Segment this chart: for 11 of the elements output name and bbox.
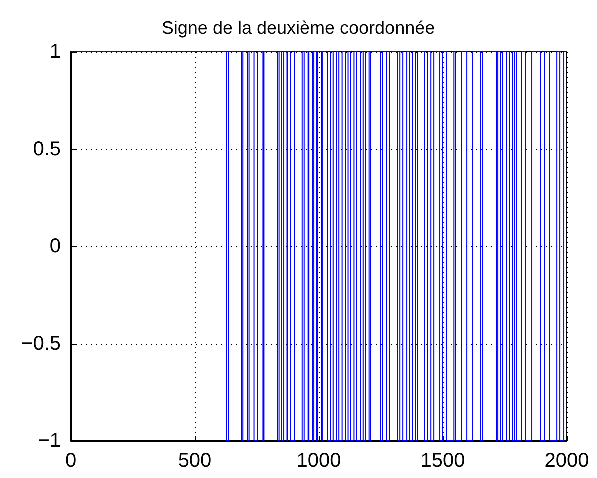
x-tick-label: 1000 [296, 450, 342, 472]
y-tick-label: −1 [38, 430, 61, 452]
x-tick-label: 2000 [544, 450, 590, 472]
x-tick-label: 0 [65, 450, 77, 472]
chart-title: Signe de la deuxième coordonnée [162, 18, 436, 38]
y-tick-label: 1 [50, 41, 61, 63]
x-tick-label: 500 [178, 450, 212, 472]
x-tick-label: 1500 [420, 450, 466, 472]
y-tick-label: −0.5 [22, 332, 61, 355]
y-tick-label: 0.5 [33, 138, 61, 160]
y-tick-label: 0 [50, 236, 61, 258]
